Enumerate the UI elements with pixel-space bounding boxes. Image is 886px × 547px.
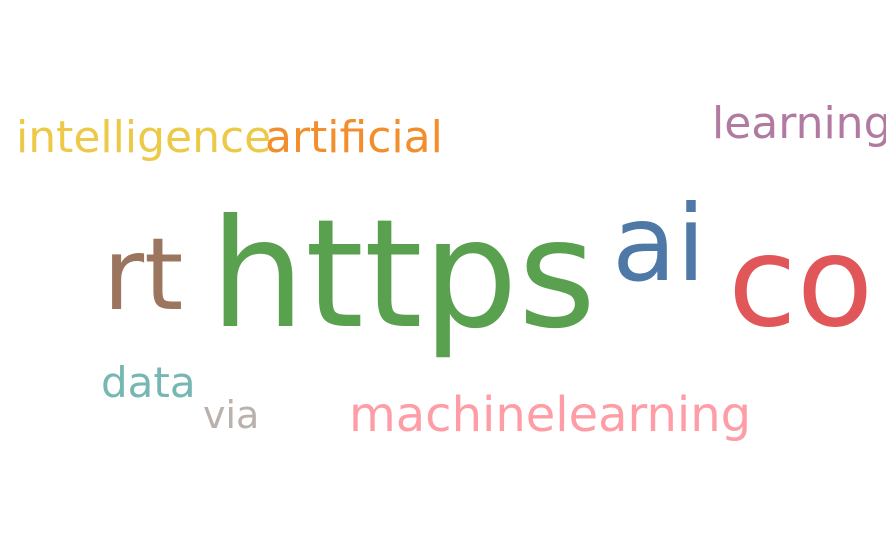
word-data: data xyxy=(101,358,196,407)
word-ai: ai xyxy=(612,183,706,305)
word-intelligence: intelligence xyxy=(16,112,272,163)
word-https: https xyxy=(210,188,597,362)
word-artificial: artificial xyxy=(265,112,443,163)
word-rt: rt xyxy=(103,216,184,333)
word-co: co xyxy=(728,210,874,355)
word-learning: learning xyxy=(712,98,886,149)
word-via: via xyxy=(203,393,260,437)
word-machinelearning: machinelearning xyxy=(349,387,752,443)
